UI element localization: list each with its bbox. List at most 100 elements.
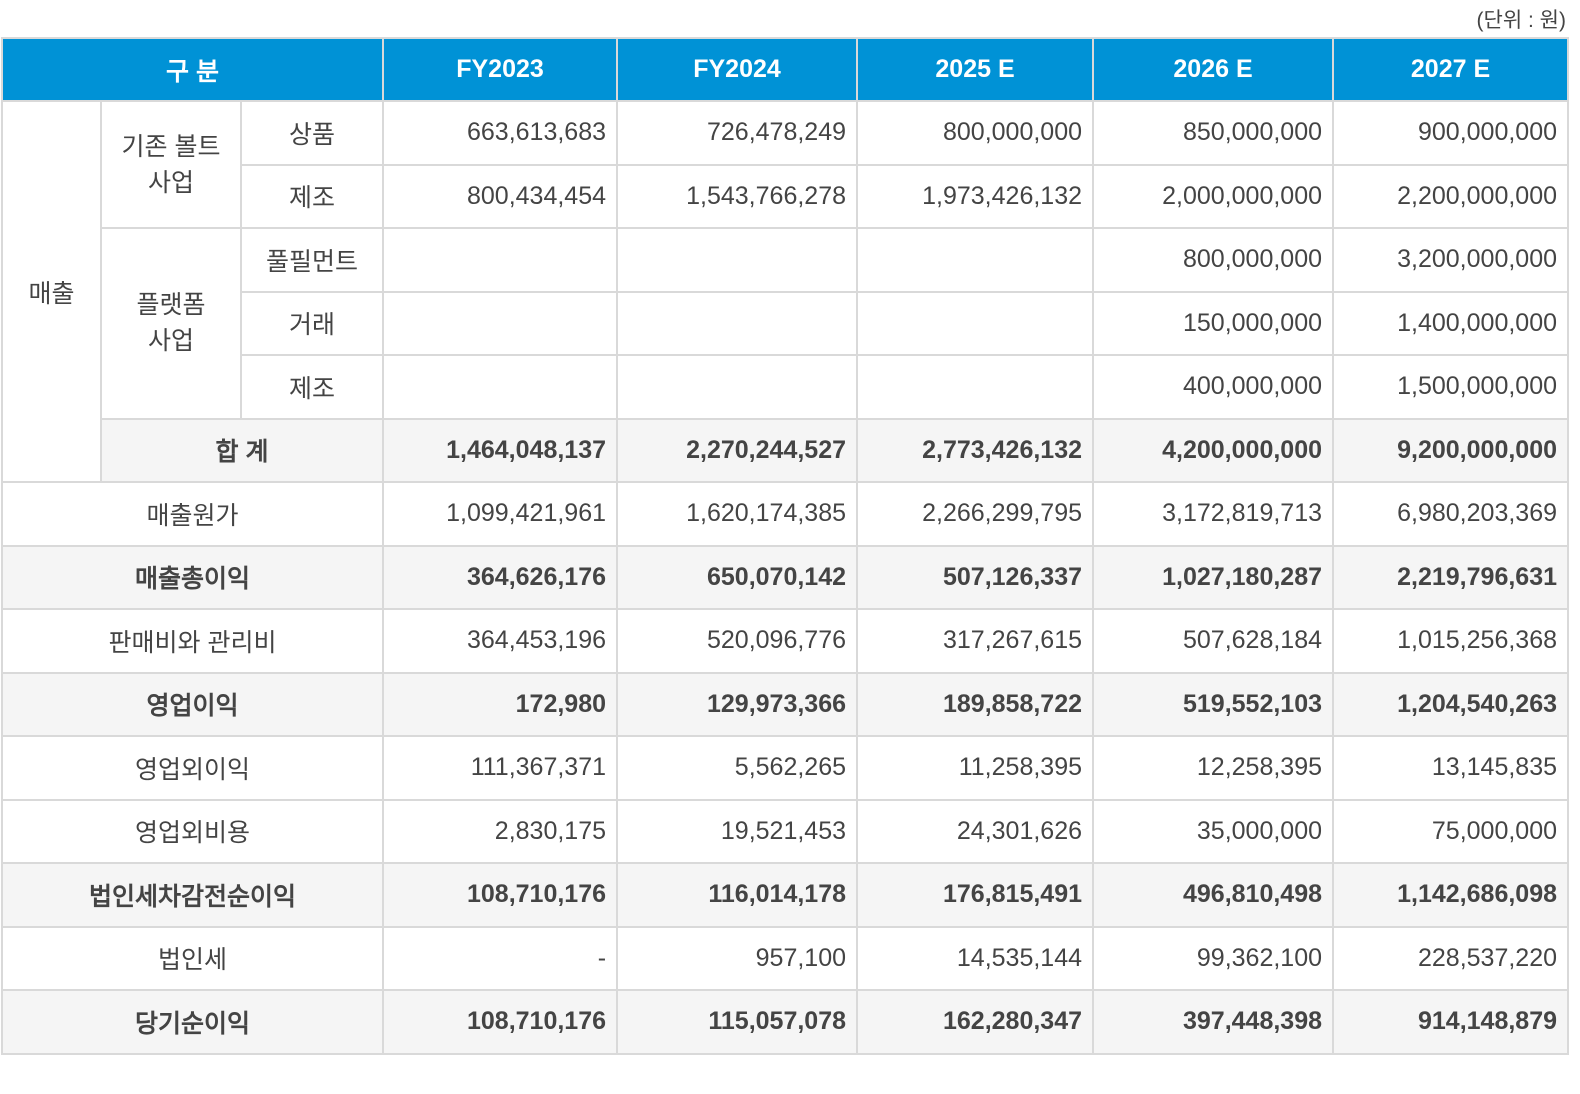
value-cell: 1,973,426,132	[856, 163, 1095, 229]
item-label: 상품	[239, 100, 385, 166]
table-row: 영업외비용 2,830,175 19,521,453 24,301,626 35,000…	[0, 798, 1570, 864]
value-cell: 111,367,371	[382, 735, 619, 801]
value-cell: 6,980,203,369	[1332, 481, 1570, 547]
value-cell: 1,464,048,137	[382, 417, 619, 483]
value-cell: 116,014,178	[616, 862, 859, 928]
header-year: FY2024	[616, 37, 859, 102]
value-cell: 228,537,220	[1332, 925, 1570, 991]
value-cell: 1,204,540,263	[1332, 671, 1570, 737]
sales-label: 매출	[1, 100, 102, 483]
value-cell: 35,000,000	[1092, 798, 1335, 864]
value-cell: 3,200,000,000	[1332, 227, 1570, 293]
value-cell	[856, 227, 1095, 293]
value-cell: 2,773,426,132	[856, 417, 1095, 483]
value-cell	[616, 227, 859, 293]
value-cell: 1,620,174,385	[616, 481, 859, 547]
row-label: 영업이익	[0, 671, 385, 737]
value-cell: 172,980	[382, 671, 619, 737]
value-cell: 1,099,421,961	[382, 481, 619, 547]
value-cell	[856, 290, 1095, 356]
header-year: FY2023	[382, 37, 619, 102]
value-cell: 19,521,453	[616, 798, 859, 864]
header-category: 구 분	[0, 37, 385, 102]
header-row: 구 분 FY2023 FY2024 2025 E 2026 E 2027 E	[0, 37, 1570, 102]
value-cell: 914,148,879	[1332, 989, 1570, 1055]
value-cell: 1,142,686,098	[1332, 862, 1570, 928]
value-cell: 726,478,249	[616, 100, 859, 166]
value-cell: 1,500,000,000	[1332, 354, 1570, 420]
value-cell: 2,266,299,795	[856, 481, 1095, 547]
value-cell: 2,200,000,000	[1332, 163, 1570, 229]
value-cell: 5,562,265	[616, 735, 859, 801]
row-label: 법인세	[0, 925, 385, 991]
value-cell: 317,267,615	[856, 608, 1095, 674]
value-cell: 2,000,000,000	[1092, 163, 1335, 229]
row-label: 영업외비용	[0, 798, 385, 864]
financial-table: 구 분 FY2023 FY2024 2025 E 2026 E 2027 E 매…	[0, 37, 1570, 1055]
table-row: 플랫폼 사업 풀필먼트 800,000,000 3,200,000,000	[2, 227, 1570, 420]
value-cell: 108,710,176	[382, 862, 619, 928]
value-cell: 800,434,454	[382, 163, 619, 229]
value-cell: 13,145,835	[1332, 735, 1570, 801]
group-label: 기존 볼트 사업	[100, 100, 242, 229]
table-row: 당기순이익 108,710,176 115,057,078 162,280,347 39…	[0, 989, 1570, 1055]
row-label: 매출원가	[0, 481, 385, 547]
total-label: 합 계	[99, 417, 385, 483]
value-cell: 11,258,395	[856, 735, 1095, 801]
table-row: 영업외이익 111,367,371 5,562,265 11,258,395 12,25…	[0, 735, 1570, 801]
table-row: 거래 150,000,000 1,400,000,000	[2, 290, 1570, 356]
total-row: 합 계 1,464,048,137 2,270,244,527 2,773,426,1…	[2, 417, 1570, 483]
value-cell: 2,270,244,527	[616, 417, 859, 483]
row-label: 판매비와 관리비	[0, 608, 385, 674]
value-cell: 519,552,103	[1092, 671, 1335, 737]
row-label: 매출총이익	[0, 544, 385, 610]
value-cell: 9,200,000,000	[1332, 417, 1570, 483]
value-cell: 1,543,766,278	[616, 163, 859, 229]
value-cell: 507,628,184	[1092, 608, 1335, 674]
value-cell: 1,027,180,287	[1092, 544, 1335, 610]
value-cell: 400,000,000	[1092, 354, 1335, 420]
value-cell: 800,000,000	[1092, 227, 1335, 293]
value-cell: 14,535,144	[856, 925, 1095, 991]
value-cell: 397,448,398	[1092, 989, 1335, 1055]
group-label: 플랫폼 사업	[100, 227, 242, 420]
item-label: 제조	[239, 354, 385, 420]
table-row: 판매비와 관리비 364,453,196 520,096,776 317,267,61…	[0, 608, 1570, 674]
table-row: 제조 400,000,000 1,500,000,000	[2, 354, 1570, 420]
value-cell: 99,362,100	[1092, 925, 1335, 991]
value-cell	[382, 290, 619, 356]
table-row: 매출총이익 364,626,176 650,070,142 507,126,337 1,…	[0, 544, 1570, 610]
value-cell: 12,258,395	[1092, 735, 1335, 801]
value-cell: 496,810,498	[1092, 862, 1335, 928]
value-cell: 957,100	[616, 925, 859, 991]
header-year: 2027 E	[1332, 37, 1570, 102]
value-cell: 176,815,491	[856, 862, 1095, 928]
row-label: 영업외이익	[0, 735, 385, 801]
value-cell: 800,000,000	[856, 100, 1095, 166]
value-cell: 850,000,000	[1092, 100, 1335, 166]
value-cell: 2,830,175	[382, 798, 619, 864]
value-cell: 663,613,683	[382, 100, 619, 166]
value-cell: 4,200,000,000	[1092, 417, 1335, 483]
value-cell: -	[382, 925, 619, 991]
value-cell: 1,015,256,368	[1332, 608, 1570, 674]
header-year: 2026 E	[1092, 37, 1335, 102]
item-label: 풀필먼트	[239, 227, 385, 293]
row-label: 당기순이익	[0, 989, 385, 1055]
value-cell: 162,280,347	[856, 989, 1095, 1055]
value-cell: 24,301,626	[856, 798, 1095, 864]
value-cell	[616, 290, 859, 356]
value-cell: 900,000,000	[1332, 100, 1570, 166]
header-year: 2025 E	[856, 37, 1095, 102]
table-row: 매출원가 1,099,421,961 1,620,174,385 2,266,299,…	[0, 481, 1570, 547]
value-cell: 2,219,796,631	[1332, 544, 1570, 610]
item-label: 거래	[239, 290, 385, 356]
value-cell	[616, 354, 859, 420]
table-row: 법인세차감전순이익 108,710,176 116,014,178 176,815,4…	[0, 862, 1570, 928]
value-cell: 150,000,000	[1092, 290, 1335, 356]
value-cell	[382, 354, 619, 420]
value-cell: 1,400,000,000	[1332, 290, 1570, 356]
value-cell: 75,000,000	[1332, 798, 1570, 864]
row-label: 법인세차감전순이익	[0, 862, 385, 928]
value-cell	[856, 354, 1095, 420]
